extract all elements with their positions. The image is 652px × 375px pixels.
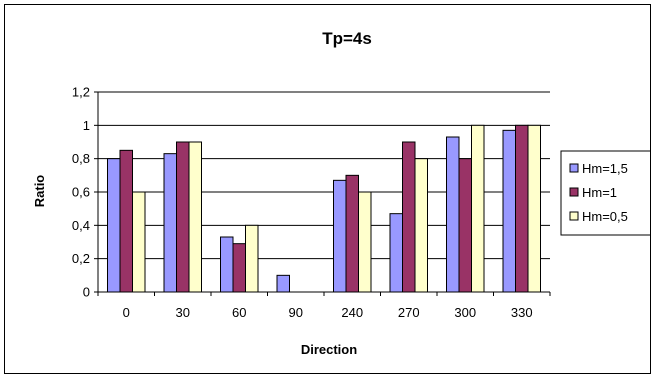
x-tick-label: 30	[176, 305, 190, 320]
y-tick-label: 1,2	[72, 85, 90, 100]
chart-title: Tp=4s	[322, 29, 372, 48]
x-tick-label: 90	[289, 305, 303, 320]
bar	[446, 136, 460, 293]
y-tick-label: 0,4	[72, 218, 90, 233]
bar	[333, 179, 347, 293]
bar	[358, 191, 372, 293]
legend-label: Hm=1	[582, 185, 617, 200]
x-tick-label: 270	[398, 305, 420, 320]
legend-swatch	[569, 211, 579, 221]
x-tick-label: 60	[232, 305, 246, 320]
bar	[471, 124, 485, 293]
bar	[276, 274, 290, 293]
bar	[515, 124, 529, 293]
x-tick-label: 240	[341, 305, 363, 320]
y-tick-label: 0,8	[72, 151, 90, 166]
bar	[414, 158, 428, 293]
legend: Hm=1,5 Hm=1 Hm=0,5	[560, 150, 650, 236]
bar	[389, 213, 403, 293]
bar	[119, 149, 133, 293]
chart-area: Tp=4s 0 0,2 0,4 0,6 0,8 1 1,2 0 30 60 90 240 270 300 3…	[4, 4, 651, 374]
bar	[402, 141, 416, 293]
bar	[245, 224, 259, 293]
y-tick-label: 0,6	[72, 185, 90, 200]
y-tick-label: 1	[83, 118, 90, 133]
legend-label: Hm=1,5	[582, 161, 628, 176]
y-tick-label: 0	[83, 285, 90, 300]
x-axis-title: Direction	[301, 342, 357, 357]
legend-swatch	[569, 187, 579, 197]
bar	[527, 124, 541, 293]
x-tick-label: 330	[511, 305, 533, 320]
bar	[502, 129, 516, 293]
bar-chart: Tp=4s 0 0,2 0,4 0,6 0,8 1 1,2 0 30 60 90 240 270 300 3…	[32, 29, 650, 357]
x-tick-label: 0	[123, 305, 130, 320]
bar	[176, 141, 190, 293]
bar	[458, 158, 472, 293]
legend-swatch	[569, 163, 579, 173]
y-axis-title: Ratio	[32, 175, 47, 208]
bar	[132, 191, 146, 293]
bar	[220, 236, 234, 293]
bar	[163, 153, 177, 293]
y-tick-label: 0,2	[72, 251, 90, 266]
bar	[188, 141, 202, 293]
bar	[232, 243, 246, 293]
bar	[107, 158, 121, 293]
bar	[345, 174, 359, 293]
plot-area: 0 0,2 0,4 0,6 0,8 1 1,2 0 30 60 90 240 270 300 330	[72, 85, 551, 320]
x-tick-label: 300	[454, 305, 476, 320]
legend-label: Hm=0,5	[582, 209, 628, 224]
